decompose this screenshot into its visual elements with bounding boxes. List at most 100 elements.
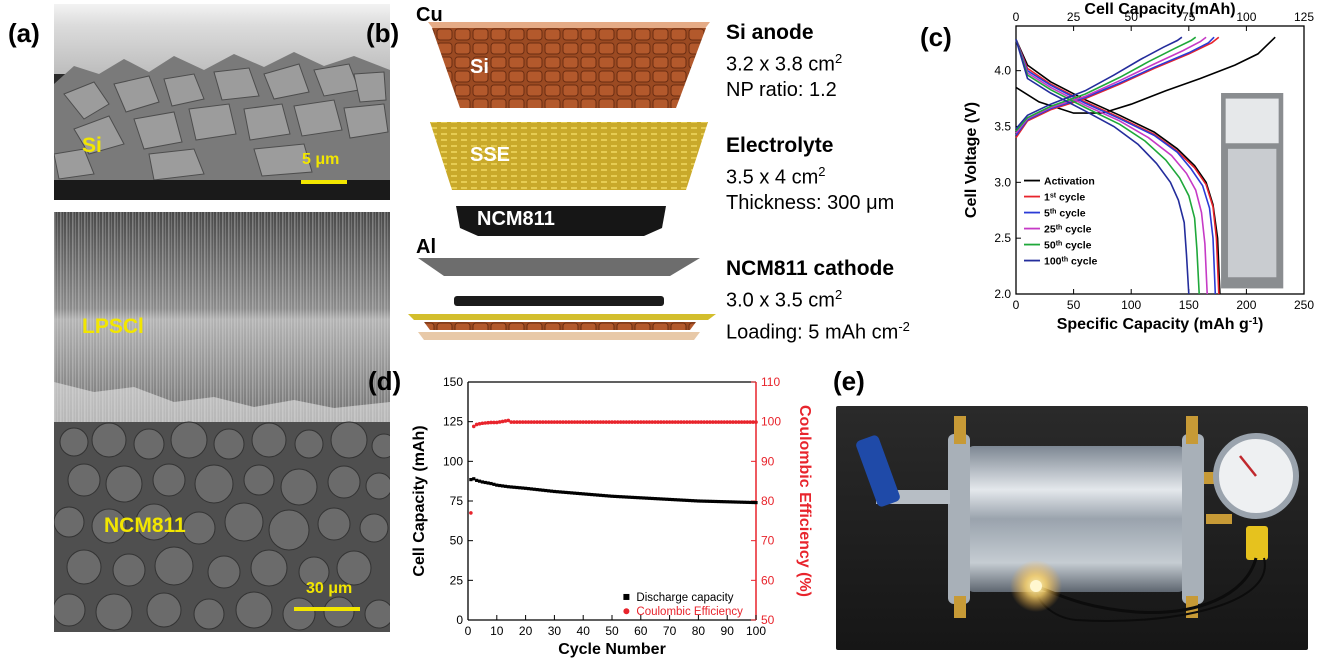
stack-cu-layer	[418, 332, 700, 340]
chart-c-legend-label: 1st cycle	[1044, 192, 1085, 204]
chart-d-ce-point	[748, 420, 753, 424]
chart-d-ce-point	[693, 420, 698, 424]
chart-d-ce-point	[656, 420, 660, 424]
panel-d-label: (d)	[368, 366, 402, 396]
chart-d-ce-point	[495, 420, 499, 425]
chart-d-capacity-point	[532, 487, 536, 491]
chart-d-ytick-label: 150	[443, 375, 463, 389]
chart-d-ce-point	[590, 420, 594, 424]
chart-d-xtick-label: 10	[490, 624, 504, 638]
al-label: Al	[416, 236, 436, 258]
led-bulb	[1030, 580, 1042, 592]
cu-label: Cu	[416, 4, 443, 26]
valve-handle[interactable]	[855, 434, 901, 508]
chart-d-ytick-label: 75	[450, 494, 464, 508]
pressure-cell-photo	[836, 406, 1308, 650]
chart-d-ce-point	[667, 420, 672, 424]
spec-si-anode: Si anode 3.2 x 3.8 cm2 NP ratio: 1.2	[726, 20, 842, 103]
chart-c-xtick-label: 200	[1236, 298, 1256, 312]
chart-c-series-charge	[1015, 36, 1220, 139]
chart-d-ce-point	[739, 420, 744, 424]
chart-d-ce-point	[722, 420, 727, 424]
chart-d-y2tick-label: 50	[761, 613, 775, 627]
chart-d-ce-point	[644, 420, 649, 424]
chart-d-capacity-point	[662, 497, 666, 501]
chart-d-ce-point	[578, 420, 583, 424]
chart-d-ce-point	[627, 420, 632, 424]
cycling-performance-chart: 0 10 20 30 40 50 60 70 80 90 100 0 25 50 75 100 125 150 50…	[411, 375, 813, 658]
chart-d-capacity-point	[636, 496, 640, 500]
voltage-capacity-chart: 0 50 100 150 200 250 0 25 50 75 100 125 2.0 2.5 3.0 3.5…	[963, 1, 1314, 334]
chart-c-x2label: Cell Capacity (mAh)	[1084, 1, 1235, 18]
chart-d-ce-point	[679, 420, 683, 424]
chart-d-capacity-point	[521, 486, 525, 490]
chart-c-x2tick-label: 125	[1294, 10, 1314, 24]
chart-c-xtick-label: 50	[1067, 298, 1081, 312]
chart-d-xtick-label: 70	[663, 624, 677, 638]
chart-d-ce-point	[650, 420, 655, 424]
spec-si-anode-np: NP ratio: 1.2	[726, 78, 837, 101]
chart-d-ytick-label: 25	[450, 573, 464, 587]
chart-d-xlabel: Cycle Number	[558, 641, 666, 658]
chart-c-x2tick-label: 50	[1125, 10, 1139, 24]
sem-si-label: Si	[82, 134, 102, 157]
chart-d-ce-point	[687, 420, 692, 424]
spec-si-anode-title: Si anode	[726, 21, 814, 44]
chart-d-ce-point	[474, 422, 479, 427]
chart-d-ce-point	[552, 420, 557, 424]
chart-c-legend-label: Activation	[1044, 176, 1095, 188]
chart-d-capacity-point	[509, 485, 513, 489]
chart-d-capacity-point	[601, 493, 605, 498]
chart-d-ce-point	[518, 420, 522, 424]
chart-d-capacity-point	[688, 498, 692, 503]
right-flange	[1182, 434, 1204, 604]
chart-d-capacity-point	[495, 483, 499, 487]
chart-d-ce-point	[682, 420, 686, 424]
chart-d-capacity-point	[696, 499, 700, 503]
chart-d-capacity-point	[515, 485, 519, 490]
chart-d-capacity-point	[541, 488, 545, 492]
chart-d-ce-point	[558, 420, 562, 424]
chart-d-ce-point	[477, 422, 482, 426]
chart-d-xtick-label: 100	[746, 624, 766, 638]
chart-d-capacity-point	[682, 498, 686, 502]
chart-d-ce-point	[653, 420, 657, 424]
chart-d-capacity-point	[472, 477, 476, 481]
chart-d-ce-point	[621, 420, 626, 424]
chart-d-capacity-point	[480, 480, 484, 484]
chart-d-capacity-point	[570, 491, 574, 495]
chart-c-ylabel: Cell Voltage (V)	[963, 102, 980, 218]
panel-c-label: (c)	[920, 22, 952, 52]
chart-d-capacity-point	[722, 500, 726, 504]
chart-d-ce-point	[569, 420, 574, 424]
chart-d-ce-point	[708, 420, 712, 424]
chart-d-ce-point	[670, 420, 675, 424]
chart-d-ce-point	[636, 420, 640, 424]
chart-d-ce-point	[734, 420, 738, 424]
sem-cross-section-texture	[54, 212, 390, 632]
chart-d-ce-point	[523, 420, 528, 424]
chart-d-ce-point	[639, 420, 643, 424]
chart-d-capacity-point	[489, 481, 493, 486]
chart-d-ce-point	[492, 420, 496, 425]
chart-d-capacity-point	[639, 496, 643, 500]
left-flange	[948, 434, 970, 604]
chart-d-ce-point	[719, 420, 724, 424]
spec-ncm811-area: 3.0 x 3.5 cm2	[726, 287, 843, 312]
chart-d-capacity-point	[593, 493, 597, 497]
panel-b-label: (b)	[366, 18, 400, 48]
chart-d-ce-point	[705, 420, 709, 424]
chart-d-ce-point	[725, 420, 729, 424]
cell-cylinder	[966, 446, 1186, 592]
chart-c-legend-label: 5th cycle	[1044, 208, 1086, 220]
chart-d-capacity-point	[590, 492, 594, 497]
chart-d-y2tick-label: 70	[761, 534, 775, 548]
chart-d-ce-point	[745, 420, 750, 424]
chart-d-capacity-point	[498, 483, 502, 488]
chart-d-capacity-point	[616, 494, 620, 499]
chart-d-capacity-point	[742, 500, 747, 504]
chart-d-xtick-label: 60	[634, 624, 648, 638]
chart-d-ce-point	[592, 420, 597, 424]
chart-c-xlabel: Specific Capacity (mAh g-1)	[1057, 316, 1264, 334]
chart-d-y2label: Coulombic Efficiency (%)	[796, 405, 813, 597]
